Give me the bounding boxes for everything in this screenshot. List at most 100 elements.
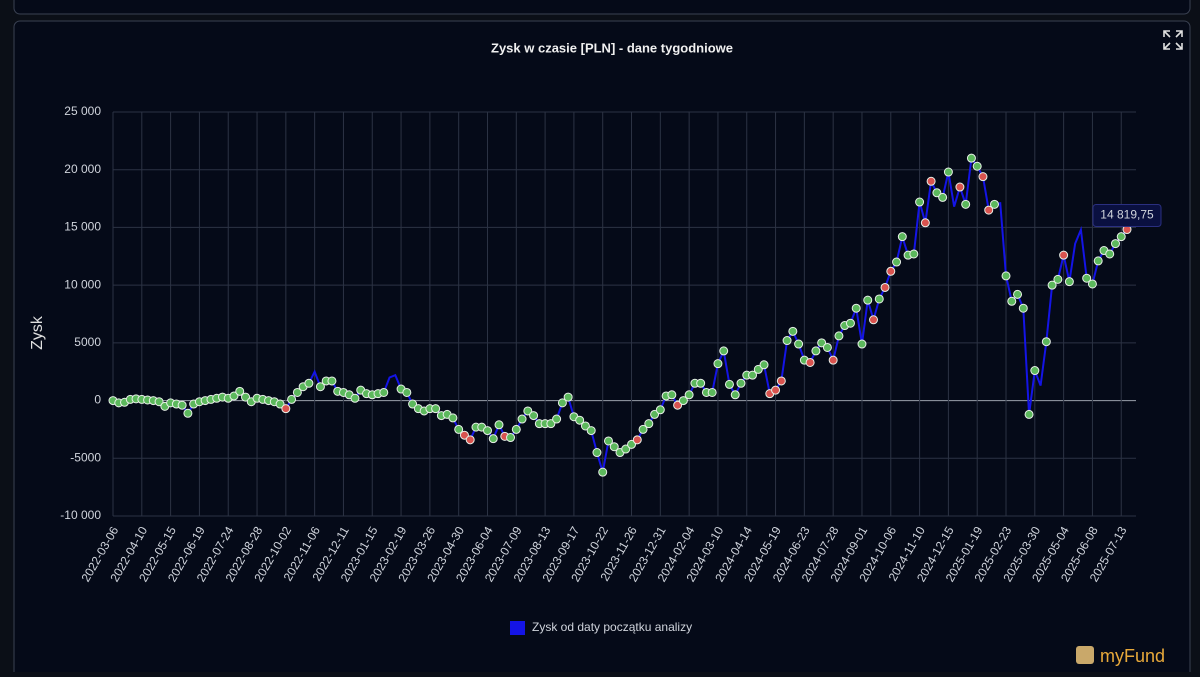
transaction-marker bbox=[609, 442, 619, 452]
transaction-marker bbox=[805, 357, 815, 367]
transaction-marker bbox=[788, 326, 798, 336]
transaction-marker bbox=[327, 376, 337, 386]
transaction-marker bbox=[523, 406, 533, 416]
transaction-marker bbox=[154, 397, 164, 407]
transaction-marker bbox=[1087, 279, 1097, 289]
transaction-marker bbox=[494, 420, 504, 430]
transaction-marker bbox=[834, 331, 844, 341]
y-tick-label: 5000 bbox=[74, 335, 101, 349]
transaction-marker bbox=[235, 386, 245, 396]
transaction-marker bbox=[287, 394, 297, 404]
transaction-marker bbox=[580, 421, 590, 431]
transaction-marker bbox=[379, 387, 389, 397]
transaction-marker bbox=[1047, 280, 1057, 290]
transaction-marker bbox=[984, 205, 994, 215]
transaction-marker bbox=[961, 199, 971, 209]
transaction-marker bbox=[575, 415, 585, 425]
transaction-marker bbox=[459, 430, 469, 440]
transaction-marker bbox=[938, 192, 948, 202]
brand: myFund bbox=[1100, 646, 1165, 666]
transaction-marker bbox=[811, 346, 821, 356]
transaction-marker bbox=[644, 419, 654, 429]
transaction-marker bbox=[1110, 239, 1120, 249]
transaction-marker bbox=[713, 359, 723, 369]
transaction-marker bbox=[673, 400, 683, 410]
transaction-marker bbox=[978, 172, 988, 182]
transaction-marker bbox=[350, 393, 360, 403]
transaction-marker bbox=[897, 232, 907, 242]
brand-icon bbox=[1076, 646, 1094, 664]
transaction-marker bbox=[753, 364, 763, 374]
transaction-marker bbox=[627, 439, 637, 449]
tooltip-text: 14 819,75 bbox=[1100, 208, 1154, 222]
transaction-marker bbox=[281, 404, 291, 414]
transaction-marker bbox=[241, 392, 251, 402]
previous-panel bbox=[13, 0, 1191, 15]
transaction-marker bbox=[1007, 296, 1017, 306]
transaction-marker bbox=[759, 360, 769, 370]
transaction-marker bbox=[972, 161, 982, 171]
expand-icon[interactable] bbox=[1163, 30, 1183, 50]
transaction-marker bbox=[817, 338, 827, 348]
transaction-marker bbox=[621, 444, 631, 454]
transaction-marker bbox=[557, 398, 567, 408]
y-axis-label: Zysk bbox=[29, 315, 46, 350]
transaction-marker bbox=[592, 448, 602, 458]
transaction-marker bbox=[1053, 274, 1063, 284]
transaction-marker bbox=[563, 392, 573, 402]
transaction-marker bbox=[448, 413, 458, 423]
y-tick-label: 0 bbox=[94, 393, 101, 407]
transaction-marker bbox=[603, 436, 613, 446]
transaction-marker bbox=[517, 414, 527, 424]
transaction-marker bbox=[782, 336, 792, 346]
transaction-marker bbox=[684, 390, 694, 400]
y-tick-label: -10 000 bbox=[60, 508, 101, 522]
transaction-marker bbox=[943, 167, 953, 177]
transaction-marker bbox=[229, 391, 239, 401]
y-tick-label: -5000 bbox=[70, 450, 101, 464]
tooltip-box bbox=[1092, 204, 1162, 228]
transaction-marker bbox=[275, 399, 285, 409]
transaction-marker bbox=[966, 153, 976, 163]
transaction-marker bbox=[402, 387, 412, 397]
transaction-marker bbox=[552, 414, 562, 424]
transaction-marker bbox=[638, 424, 648, 434]
transaction-marker bbox=[678, 396, 688, 406]
transaction-marker bbox=[177, 400, 187, 410]
transaction-marker bbox=[880, 282, 890, 292]
transaction-marker bbox=[632, 435, 642, 445]
transaction-marker bbox=[886, 266, 896, 276]
transaction-marker bbox=[730, 390, 740, 400]
transaction-marker bbox=[915, 197, 925, 207]
y-tick-label: 20 000 bbox=[64, 162, 101, 176]
transaction-marker bbox=[465, 435, 475, 445]
transaction-marker bbox=[1093, 256, 1103, 266]
transaction-marker bbox=[955, 182, 965, 192]
y-tick-label: 25 000 bbox=[64, 104, 101, 118]
transaction-marker bbox=[828, 355, 838, 365]
transaction-marker bbox=[454, 424, 464, 434]
transaction-marker bbox=[431, 404, 441, 414]
transaction-marker bbox=[482, 426, 492, 436]
transaction-marker bbox=[1116, 232, 1126, 242]
transaction-marker bbox=[408, 399, 418, 409]
transaction-marker bbox=[1030, 366, 1040, 376]
transaction-marker bbox=[869, 315, 878, 325]
transaction-marker bbox=[863, 295, 873, 305]
transaction-marker bbox=[771, 385, 781, 395]
transaction-marker bbox=[909, 249, 919, 259]
transaction-marker bbox=[488, 434, 498, 444]
transaction-marker bbox=[851, 303, 861, 313]
transaction-marker bbox=[1013, 289, 1023, 299]
transaction-marker bbox=[183, 408, 193, 418]
transaction-marker bbox=[892, 257, 902, 267]
transaction-marker bbox=[1041, 337, 1051, 347]
y-tick-label: 15 000 bbox=[64, 220, 101, 234]
transaction-marker bbox=[920, 218, 930, 228]
transaction-marker bbox=[586, 426, 596, 436]
transaction-marker bbox=[1082, 273, 1092, 283]
transaction-marker bbox=[598, 467, 608, 477]
transaction-marker bbox=[822, 342, 832, 352]
transaction-marker bbox=[1064, 277, 1074, 287]
